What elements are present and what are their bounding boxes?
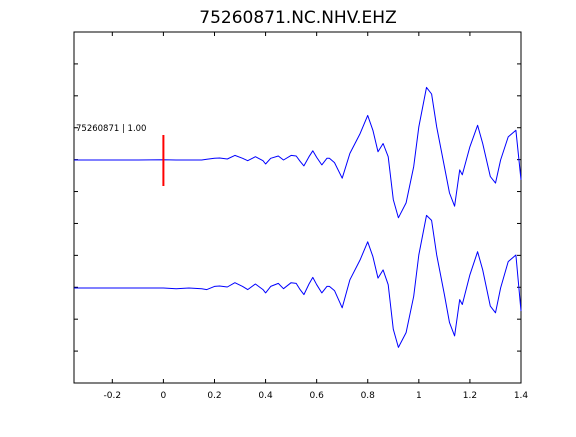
waveform-lower [74, 214, 522, 348]
trace-annotation: 75260871 | 1.00 [76, 124, 146, 134]
waveform-upper [74, 86, 522, 219]
x-tick-label: 0.4 [258, 391, 273, 401]
x-tick-label: 1.4 [514, 391, 529, 401]
y-axis-ticks [74, 63, 521, 352]
waveform-traces [74, 86, 522, 348]
x-tick-label: 0.6 [309, 391, 324, 401]
x-axis-ticks: -0.2 0 0.2 0.4 0.6 0.8 1 1.2 1.4 [104, 32, 529, 401]
x-tick-label: 0 [161, 391, 167, 401]
x-tick-label: 1.2 [463, 391, 477, 401]
x-tick-label: 0.2 [207, 391, 221, 401]
plot-area [73, 31, 522, 384]
x-tick-label: -0.2 [104, 391, 122, 401]
chart-title: 75260871.NC.NHV.EHZ [199, 8, 396, 28]
x-tick-label: 0.8 [361, 391, 376, 401]
x-tick-label: 1 [416, 391, 422, 401]
